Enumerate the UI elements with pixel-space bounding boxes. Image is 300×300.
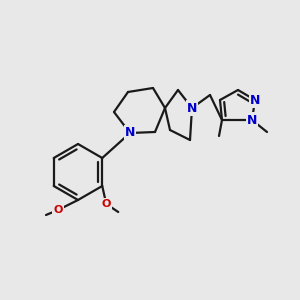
Text: O: O [53,205,63,215]
Text: O: O [102,199,111,209]
Text: N: N [125,127,135,140]
Text: N: N [187,101,197,115]
Text: N: N [247,113,257,127]
Text: N: N [250,94,260,106]
Text: N: N [247,113,257,127]
Text: O: O [102,199,111,209]
Text: N: N [125,127,135,140]
Text: N: N [250,94,260,106]
Text: O: O [53,205,63,215]
Text: N: N [187,101,197,115]
